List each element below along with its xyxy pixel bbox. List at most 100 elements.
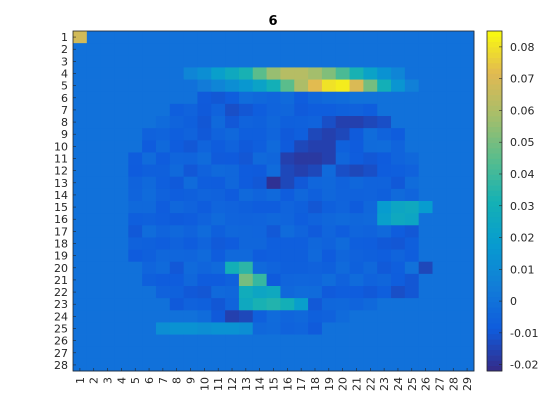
- heatmap-cell: [169, 225, 185, 238]
- heatmap-cell: [404, 286, 420, 299]
- heatmap-cell: [335, 43, 350, 56]
- heatmap-cell: [155, 298, 171, 311]
- heatmap-cell: [280, 225, 295, 238]
- heatmap-cell: [197, 116, 212, 129]
- colorbar: -0.02 -0.01 0 0.01 0.02 0.03 0.04 0.05 0.06 0.07 0…: [486, 30, 538, 372]
- heatmap-cell: [183, 201, 198, 214]
- heatmap-cell: [363, 188, 378, 202]
- heatmap-cell: [266, 116, 281, 129]
- x-tick-label: 11: [212, 377, 225, 391]
- heatmap-cell: [280, 249, 295, 263]
- heatmap-cell: [432, 261, 447, 275]
- heatmap-cell: [363, 322, 378, 335]
- heatmap-cell: [460, 237, 475, 250]
- heatmap-cell: [349, 201, 364, 214]
- heatmap-cell: [460, 201, 475, 214]
- heatmap-cell: [169, 273, 185, 287]
- heatmap-cell: [73, 164, 88, 178]
- heatmap-cell: [446, 152, 461, 165]
- colorbar-segment: [487, 365, 502, 372]
- heatmap-cell: [252, 334, 267, 348]
- heatmap-cell: [238, 67, 254, 80]
- heatmap-cell: [73, 116, 88, 129]
- x-tick-label: 19: [323, 377, 336, 391]
- heatmap-cell: [155, 55, 171, 68]
- heatmap-cell: [294, 152, 309, 165]
- heatmap-cell: [321, 358, 337, 372]
- heatmap-cell: [114, 103, 129, 117]
- heatmap-cell: [197, 103, 212, 117]
- heatmap-cell: [183, 188, 198, 202]
- heatmap-cell: [183, 67, 198, 80]
- heatmap-cell: [308, 140, 323, 153]
- colorbar-segment: [487, 360, 502, 367]
- heatmap-cell: [211, 176, 226, 190]
- heatmap-cell: [280, 286, 295, 299]
- heatmap-cell: [211, 273, 226, 287]
- heatmap-cell: [225, 128, 240, 141]
- heatmap-cell: [363, 152, 378, 165]
- heatmap-cell: [418, 164, 433, 178]
- heatmap-cell: [73, 43, 88, 56]
- colorbar-segment: [487, 270, 502, 276]
- heatmap-cell: [321, 128, 337, 141]
- heatmap-cell: [211, 128, 226, 141]
- heatmap-cell: [418, 298, 433, 311]
- heatmap-cell: [73, 128, 88, 141]
- heatmap-cell: [432, 91, 447, 105]
- heatmap-cell: [391, 176, 406, 190]
- heatmap-cell: [432, 249, 447, 263]
- heatmap-cell: [169, 310, 185, 323]
- heatmap-cell: [321, 201, 337, 214]
- y-tick-label: 3: [61, 55, 68, 68]
- heatmap-cell: [404, 43, 420, 56]
- colorbar-segment: [487, 179, 502, 186]
- heatmap-cell: [418, 261, 433, 275]
- heatmap-cell: [266, 346, 281, 360]
- heatmap-cell: [294, 213, 309, 226]
- heatmap-cell: [266, 67, 281, 80]
- colorbar-segment: [487, 243, 502, 250]
- heatmap-cell: [114, 91, 129, 105]
- heatmap-cell: [308, 79, 323, 93]
- heatmap-cell: [432, 31, 447, 44]
- x-tick-label: 22: [364, 377, 377, 391]
- colorbar-frame: [486, 30, 503, 372]
- heatmap-cell: [238, 140, 254, 153]
- heatmap-cell: [377, 298, 392, 311]
- heatmap-cell: [391, 79, 406, 93]
- heatmap-cell: [183, 286, 198, 299]
- heatmap-cell: [169, 249, 185, 263]
- x-tick-label: 15: [268, 377, 281, 391]
- heatmap-cell: [252, 164, 267, 178]
- heatmap-cell: [142, 164, 157, 178]
- heatmap-cell: [404, 128, 420, 141]
- heatmap-cell: [197, 43, 212, 56]
- heatmap-cell: [197, 273, 212, 287]
- heatmap-cell: [460, 346, 475, 360]
- heatmap-cell: [294, 249, 309, 263]
- heatmap-cell: [446, 273, 461, 287]
- heatmap-cell: [335, 140, 350, 153]
- x-tick-label: 27: [433, 377, 446, 391]
- heatmap-cell: [294, 261, 309, 275]
- heatmap-cell: [363, 237, 378, 250]
- heatmap-cell: [335, 188, 350, 202]
- heatmap-cell: [114, 334, 129, 348]
- colorbar-segment: [487, 259, 502, 266]
- heatmap-cell: [377, 43, 392, 56]
- heatmap-cell: [446, 201, 461, 214]
- heatmap-cell: [266, 322, 281, 335]
- heatmap-cell: [321, 322, 337, 335]
- heatmap-cell: [432, 298, 447, 311]
- heatmap-cell: [335, 273, 350, 287]
- heatmap-cell: [335, 91, 350, 105]
- heatmap-cell: [86, 346, 102, 360]
- heatmap-cell: [391, 103, 406, 117]
- heatmap-cell: [169, 116, 185, 129]
- heatmap-cell: [183, 140, 198, 153]
- heatmap-cell: [446, 334, 461, 348]
- x-tick-label: 9: [185, 377, 198, 384]
- heatmap-cell: [100, 43, 115, 56]
- heatmap-cell: [308, 286, 323, 299]
